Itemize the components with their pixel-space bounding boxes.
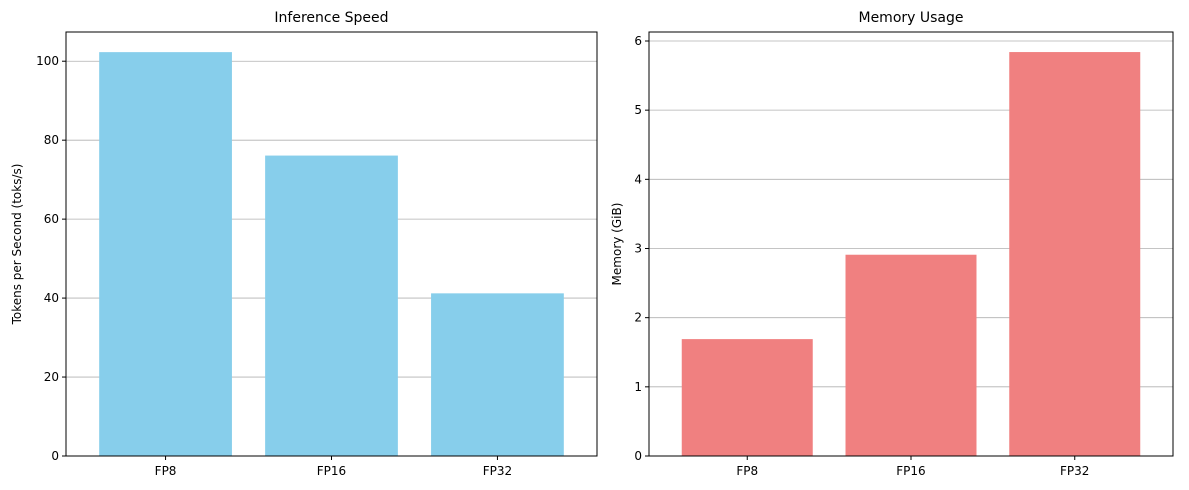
x-tick-label: FP8 [155, 464, 177, 478]
y-tick-label: 20 [44, 370, 59, 384]
y-tick-label: 5 [634, 103, 642, 117]
y-tick-label: 60 [44, 212, 59, 226]
plot-frame [65, 31, 598, 457]
chart-title: Memory Usage [858, 10, 963, 26]
bars [681, 52, 1141, 457]
y-tick-label: 0 [634, 449, 642, 463]
x-tick-label: FP16 [896, 464, 925, 478]
bar-fp8 [99, 52, 232, 456]
bar-fp16 [265, 155, 398, 456]
y-axis-label: Tokens per Second (toks/s) [10, 164, 24, 326]
y-tick-label: 1 [634, 380, 642, 394]
y-tick-label: 100 [36, 54, 59, 68]
plot-frame [648, 31, 1174, 457]
x-tick-label: FP32 [1060, 464, 1089, 478]
inference-speed-chart: Inference Speed Tokens per Second (toks/… [10, 10, 598, 478]
chart-title: Inference Speed [274, 10, 388, 26]
bar-fp32 [431, 293, 564, 456]
x-tick-label: FP8 [736, 464, 758, 478]
y-tick-label: 6 [634, 34, 642, 48]
x-tick-label: FP16 [317, 464, 346, 478]
bar-fp8 [681, 339, 813, 456]
y-tick-label: 3 [634, 241, 642, 255]
bars [99, 52, 564, 456]
y-tick-label: 40 [44, 291, 59, 305]
y-tick-label: 0 [51, 449, 59, 463]
y-axis-label: Memory (GiB) [610, 203, 624, 286]
y-tick-label: 2 [634, 311, 642, 325]
memory-usage-chart: Memory Usage Memory (GiB) 0 1 2 3 4 5 6 FP8 FP16… [610, 10, 1174, 478]
y-tick-label: 80 [44, 133, 59, 147]
y-tick-label: 4 [634, 172, 642, 186]
bar-fp32 [1009, 52, 1141, 457]
ticks: 0 1 2 3 4 5 6 FP8 FP16 FP32 [634, 34, 1089, 478]
ticks: 0 20 40 60 80 100 FP8 FP16 FP32 [36, 54, 512, 478]
x-tick-label: FP32 [483, 464, 512, 478]
bar-fp16 [845, 254, 977, 456]
